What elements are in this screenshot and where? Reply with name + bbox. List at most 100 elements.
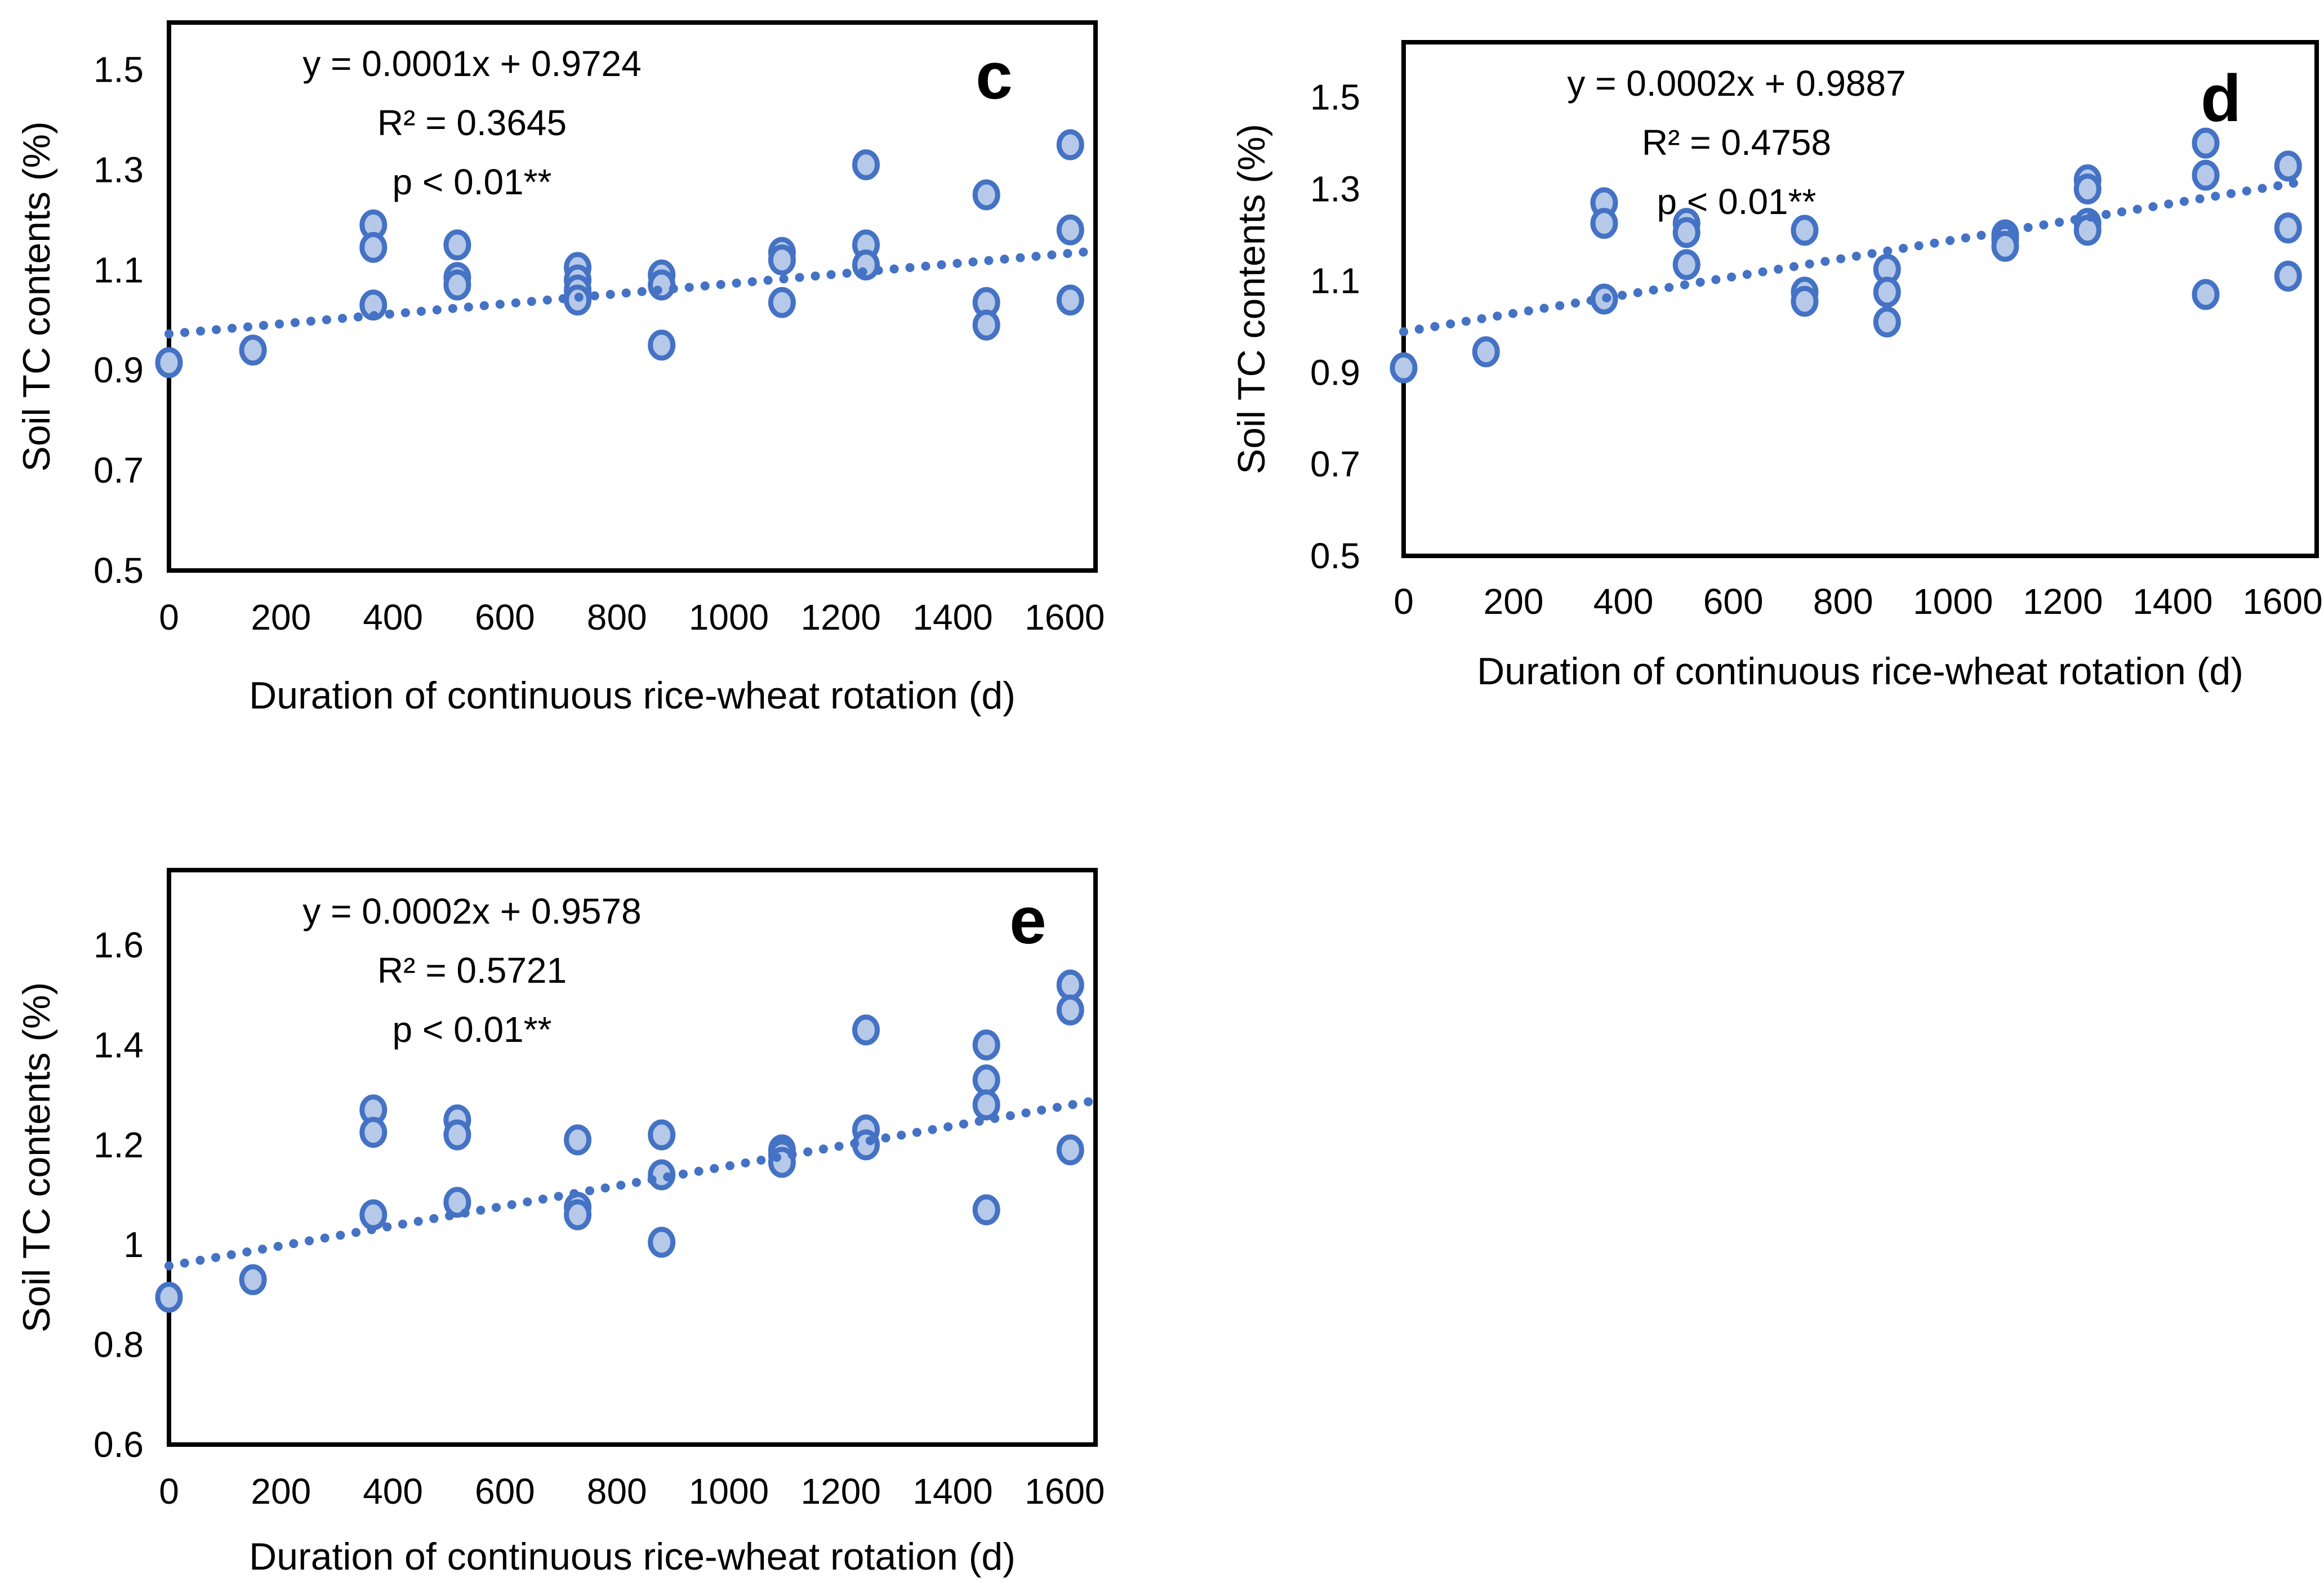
scatter-plot-d: 0.5 0.7 0.9 1.1 1.3 1.5 0 200 400 600 800 1000 1200 1… (1230, 40, 2323, 693)
data-point (2073, 173, 2102, 205)
x-tick-label: 1400 (912, 597, 992, 638)
panel-letter: e (1009, 884, 1047, 958)
data-point (359, 231, 388, 263)
data-point (648, 1119, 676, 1151)
x-tick-label: 0 (159, 597, 179, 638)
y-tick-label: 0.7 (94, 450, 144, 491)
r-squared-value: R² = 0.3645 (377, 102, 567, 143)
y-tick-label: 1.2 (94, 1125, 144, 1165)
y-tick-label: 0.5 (94, 550, 144, 591)
data-point (155, 347, 183, 378)
y-tick-label: 1.1 (1310, 260, 1360, 301)
plot-border (167, 20, 1098, 573)
plot-border (167, 868, 1098, 1447)
data-point (359, 1199, 388, 1231)
y-axis-title: Soil TC contents (%) (15, 121, 58, 471)
y-tick-label: 1.3 (1310, 169, 1360, 210)
data-point (2192, 127, 2220, 159)
data-point (2073, 215, 2102, 246)
data-point (1056, 129, 1084, 161)
plot-border (1401, 40, 2319, 558)
data-point (972, 1089, 1000, 1121)
data-point (852, 149, 880, 181)
x-axis-title: Duration of continuous rice-wheat rotati… (1477, 650, 2243, 693)
regression-equation: y = 0.0002x + 0.9578 (302, 891, 641, 932)
x-tick-label: 800 (587, 597, 647, 638)
scatter-plot-c: 0.5 0.7 0.9 1.1 1.3 1.5 0 200 400 600 800 1000 1200 1… (15, 20, 1105, 717)
p-value: p < 0.01** (393, 162, 552, 202)
x-tick-label: 200 (251, 597, 311, 638)
trendline (164, 1097, 1095, 1271)
scatter-plot-e: 0.6 0.8 1 1.2 1.4 1.6 0 200 400 600 800 1000 1200 140… (15, 868, 1105, 1578)
x-tick-label: 400 (1593, 581, 1654, 622)
data-point (1472, 336, 1500, 368)
x-tick-label: 1200 (801, 597, 881, 638)
trendline (164, 247, 1095, 338)
x-axis-title: Duration of continuous rice-wheat rotati… (249, 1535, 1016, 1578)
y-tick-label: 1 (123, 1224, 144, 1265)
x-tick-label: 600 (475, 1471, 535, 1512)
x-tick-label: 400 (363, 1471, 423, 1512)
data-point (972, 1064, 1000, 1096)
y-tick-label: 1.1 (94, 249, 144, 290)
data-point (1672, 249, 1700, 280)
x-tick-label: 0 (159, 1471, 179, 1512)
data-point (2192, 159, 2220, 191)
scatter-panel-c: 0.5 0.7 0.9 1.1 1.3 1.5 0 200 400 600 800 1000 1200 1… (0, 0, 1162, 795)
regression-equation: y = 0.0001x + 0.9724 (302, 43, 641, 84)
x-tick-label: 1600 (1025, 597, 1105, 638)
x-tick-label: 1200 (801, 1471, 881, 1512)
data-point (1056, 214, 1084, 246)
y-tick-label: 1.3 (94, 149, 144, 190)
data-point (2192, 279, 2220, 310)
x-tick-label: 800 (587, 1471, 647, 1512)
x-tick-label: 1400 (912, 1471, 992, 1512)
y-tick-label: 0.9 (94, 350, 144, 390)
data-point (2274, 150, 2302, 182)
data-point (972, 1194, 1000, 1225)
data-point (1390, 352, 1418, 384)
scatter-panel-e: 0.6 0.8 1 1.2 1.4 1.6 0 200 400 600 800 1000 1200 140… (0, 795, 1162, 1591)
data-point (768, 287, 796, 318)
data-point (1873, 306, 1901, 338)
data-point (972, 309, 1000, 341)
data-point (443, 1187, 471, 1218)
data-point (1873, 277, 1901, 308)
data-point (443, 229, 471, 261)
data-point (239, 335, 267, 366)
y-tick-label: 0.7 (1310, 444, 1360, 484)
data-point (564, 1124, 592, 1156)
x-tick-label: 1600 (1025, 1471, 1105, 1512)
data-point (972, 1029, 1000, 1060)
data-point (648, 269, 676, 301)
y-tick-label: 1.5 (1310, 77, 1360, 118)
data-point (443, 269, 471, 301)
y-tick-label: 0.8 (94, 1325, 144, 1365)
regression-equation: y = 0.0002x + 0.9887 (1567, 63, 1905, 104)
x-tick-label: 1400 (2132, 581, 2212, 622)
x-tick-label: 1200 (2023, 581, 2103, 622)
x-tick-label: 200 (1484, 581, 1544, 622)
panel-letter: c (976, 39, 1013, 113)
y-axis-title: Soil TC contents (%) (15, 982, 58, 1332)
x-tick-label: 1600 (2242, 581, 2322, 622)
x-tick-label: 800 (1813, 581, 1873, 622)
data-point (443, 1119, 471, 1151)
data-point (2274, 260, 2302, 292)
y-tick-label: 1.6 (94, 925, 144, 965)
data-point (1056, 994, 1084, 1026)
data-point (648, 1227, 676, 1258)
x-axis-title: Duration of continuous rice-wheat rotati… (249, 674, 1016, 717)
y-tick-label: 1.5 (94, 50, 144, 90)
data-point (155, 1281, 183, 1313)
data-point (1056, 284, 1084, 316)
data-point (1590, 208, 1618, 239)
data-point (1791, 286, 1819, 317)
p-value: p < 0.01** (393, 1009, 552, 1050)
data-point (1056, 969, 1084, 1001)
x-tick-label: 200 (251, 1471, 311, 1512)
y-tick-label: 0.5 (1310, 536, 1360, 576)
data-point (1791, 215, 1819, 246)
x-tick-label: 600 (1703, 581, 1764, 622)
scatter-panel-d: 0.5 0.7 0.9 1.1 1.3 1.5 0 200 400 600 800 1000 1200 1… (1162, 0, 2324, 795)
